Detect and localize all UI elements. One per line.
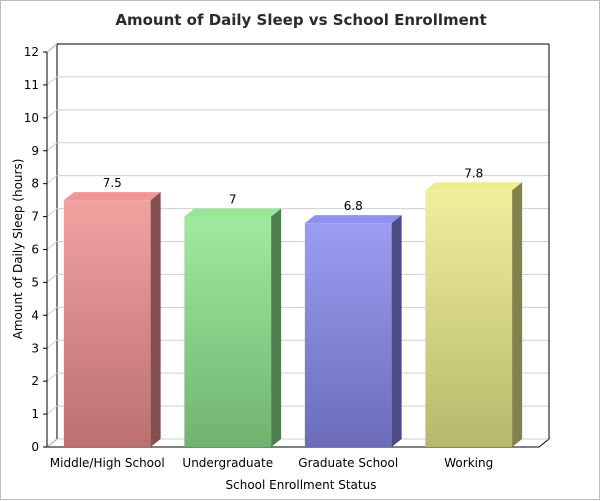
data-label: 6.8: [344, 199, 363, 213]
y-tick-label: 0: [31, 440, 39, 454]
chart-title: Amount of Daily Sleep vs School Enrollme…: [115, 11, 486, 29]
bar-side: [391, 215, 402, 447]
gridline-side: [46, 405, 58, 415]
y-tick-label: 9: [31, 144, 39, 158]
bars-layer: [63, 182, 523, 447]
bar-side: [271, 208, 282, 447]
x-tick-label: Middle/High School: [50, 456, 165, 470]
bar-top: [304, 215, 402, 224]
bar-side: [150, 192, 161, 447]
bar: [304, 223, 392, 447]
gridline-side: [46, 142, 58, 152]
y-tick-label: 2: [31, 374, 39, 388]
bar-top: [184, 208, 282, 217]
y-tick-label: 4: [31, 308, 39, 322]
y-tick-label: 5: [31, 275, 39, 289]
bar: [63, 200, 151, 447]
gridline-side: [46, 274, 58, 283]
y-tick-label: 7: [31, 210, 39, 224]
bar: [184, 216, 272, 447]
gridline-side: [46, 372, 58, 382]
gridline-side: [46, 43, 58, 53]
labels-layer: 7.5 Middle/High School 7 Undergraduate 6.8 Gr…: [50, 166, 493, 470]
y-tick-label: 3: [31, 341, 39, 355]
gridline-side: [46, 306, 58, 316]
gridline-side: [46, 208, 58, 217]
bar-top: [63, 192, 161, 201]
x-tick-label: Working: [444, 456, 493, 470]
bar-top: [425, 182, 523, 191]
gridline-side: [46, 175, 58, 185]
bar-side: [512, 182, 523, 447]
data-label: 7.5: [103, 176, 122, 190]
gridline-side: [46, 241, 58, 250]
y-tick-label: 6: [31, 243, 39, 257]
x-tick-label: Undergraduate: [182, 456, 273, 470]
gridline-side: [46, 339, 58, 349]
gridline-side: [46, 76, 58, 86]
gridline-side: [46, 438, 58, 448]
gridline-side: [46, 109, 58, 119]
x-axis-title: School Enrollment Status: [226, 478, 377, 492]
y-tick-label: 8: [31, 177, 39, 191]
data-label: 7: [229, 193, 237, 207]
y-axis-title: Amount of Daily Sleep (hours): [11, 159, 25, 340]
x-tick-label: Graduate School: [298, 456, 398, 470]
y-tick-label: 11: [24, 78, 39, 92]
y-tick-label: 12: [24, 45, 39, 59]
data-label: 7.8: [464, 166, 483, 180]
y-tick-label: 1: [31, 407, 39, 421]
y-tick-label: 10: [24, 111, 39, 125]
bar: [425, 190, 513, 447]
